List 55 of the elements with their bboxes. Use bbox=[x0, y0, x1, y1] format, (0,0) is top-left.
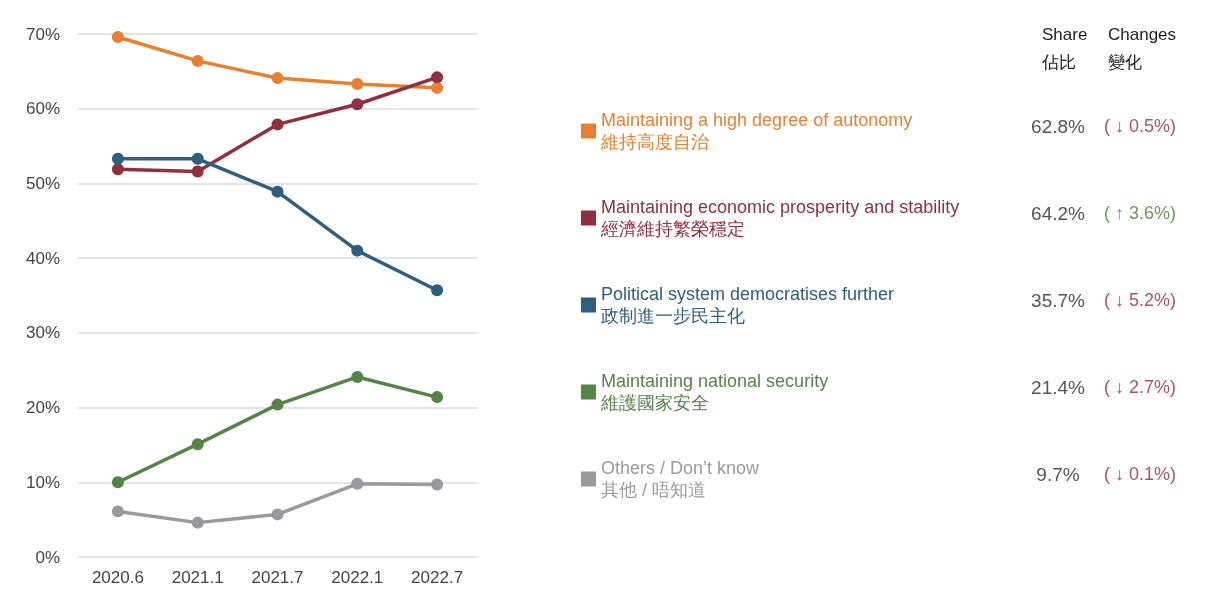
point bbox=[431, 71, 444, 84]
point bbox=[191, 152, 204, 165]
y-tick-label: 10% bbox=[25, 472, 60, 492]
point bbox=[351, 370, 364, 383]
point bbox=[271, 118, 284, 131]
point bbox=[271, 185, 284, 198]
point bbox=[351, 477, 364, 490]
point bbox=[111, 476, 124, 489]
text: ( ↓ 0.5%) bbox=[1103, 116, 1177, 136]
point bbox=[191, 165, 204, 178]
text: 9.7% bbox=[1036, 463, 1080, 485]
legend-label: Maintaining national security 維護國家安全 bbox=[600, 371, 829, 413]
text: ( ↓ 0.1%) bbox=[1103, 464, 1177, 484]
y-tick-label: 20% bbox=[25, 398, 60, 418]
point bbox=[271, 72, 284, 85]
text: Changes 變化 bbox=[1108, 24, 1177, 72]
text: ( ↓ 2.7%) bbox=[1103, 377, 1177, 397]
y-tick-label: 60% bbox=[25, 99, 60, 119]
point bbox=[351, 98, 364, 111]
point bbox=[431, 391, 444, 404]
y-tick-label: 50% bbox=[25, 173, 60, 193]
y-tick-label: 40% bbox=[25, 248, 60, 268]
text: ( ↑ 3.6%) bbox=[1103, 203, 1177, 223]
legend-label: Maintaining a high degree of autonomy 維持高度自治 bbox=[600, 110, 913, 152]
text: 64.2% bbox=[1031, 202, 1086, 224]
y-tick-label: 30% bbox=[25, 323, 60, 343]
point bbox=[431, 478, 444, 491]
legend-label: Political system democratises further 政制進一步民主化 bbox=[601, 284, 895, 326]
y-tick-label: 70% bbox=[25, 24, 60, 44]
x-tick-label: 2022.7 bbox=[411, 568, 464, 587]
legend-label: Maintaining economic prosperity and stability 經濟維持繁榮穩定 bbox=[600, 197, 960, 239]
y-tick-label: 0% bbox=[35, 547, 60, 567]
point bbox=[431, 81, 444, 94]
point bbox=[271, 398, 284, 411]
point bbox=[191, 54, 204, 67]
point bbox=[271, 508, 284, 521]
x-tick-label: 2020.6 bbox=[91, 568, 144, 587]
point bbox=[111, 152, 124, 165]
point bbox=[191, 516, 204, 529]
point bbox=[111, 505, 124, 518]
text: ( ↓ 5.2%) bbox=[1103, 290, 1177, 310]
text: 62.8% bbox=[1031, 115, 1086, 137]
text: 35.7% bbox=[1031, 289, 1086, 311]
legend-label: Others / Don’t know 其他 / 唔知道 bbox=[601, 458, 761, 500]
x-tick-label: 2021.7 bbox=[251, 568, 304, 587]
text: Share 佔比 bbox=[1041, 24, 1088, 72]
x-tick-label: 2021.1 bbox=[171, 568, 224, 587]
point bbox=[351, 78, 364, 91]
point bbox=[191, 438, 204, 451]
x-tick-label: 2022.1 bbox=[331, 568, 384, 587]
text: 21.4% bbox=[1031, 376, 1086, 398]
point bbox=[351, 244, 364, 257]
point bbox=[111, 30, 124, 43]
point bbox=[111, 163, 124, 176]
point bbox=[431, 284, 444, 297]
